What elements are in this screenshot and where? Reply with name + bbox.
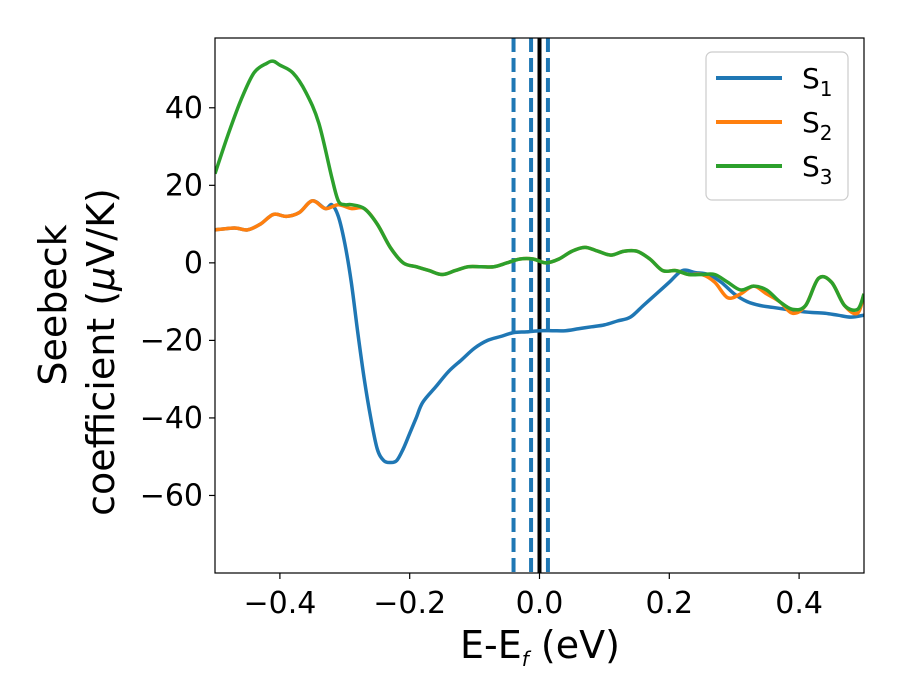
y-tick-label: −60 bbox=[140, 478, 203, 513]
legend-box bbox=[705, 51, 849, 201]
y-tick-label: 0 bbox=[184, 246, 203, 281]
x-tick-label: 0.4 bbox=[775, 586, 823, 621]
legend-label-s3: S3 bbox=[802, 150, 833, 189]
x-tick-label: 0.2 bbox=[645, 586, 693, 621]
y-tick-label: −20 bbox=[140, 323, 203, 358]
y-axis-label-line1: Seebeck bbox=[31, 224, 75, 385]
legend-label-s1: S1 bbox=[802, 62, 833, 101]
x-tick-label: 0.0 bbox=[516, 586, 564, 621]
y-axis: −60 −40 −20 0 20 40 bbox=[140, 91, 215, 513]
reference-lines bbox=[511, 38, 550, 573]
y-tick-label: 20 bbox=[165, 168, 203, 203]
series-line-s3 bbox=[215, 59, 864, 312]
x-tick-label: −0.4 bbox=[243, 586, 316, 621]
legend-label-s2: S2 bbox=[802, 106, 833, 145]
series-lines bbox=[215, 59, 864, 465]
x-axis: −0.4 −0.2 0.0 0.2 0.4 bbox=[243, 573, 823, 621]
y-axis-label-line2: coefficient (μV/K) bbox=[79, 188, 123, 516]
y-tick-label: 40 bbox=[165, 91, 203, 126]
legend: S1 S2 S3 bbox=[705, 51, 849, 201]
series-line-s1 bbox=[215, 199, 864, 465]
y-tick-label: −40 bbox=[140, 401, 203, 436]
x-tick-label: −0.2 bbox=[373, 586, 446, 621]
x-axis-label: E-Ef (eV) bbox=[460, 623, 620, 671]
